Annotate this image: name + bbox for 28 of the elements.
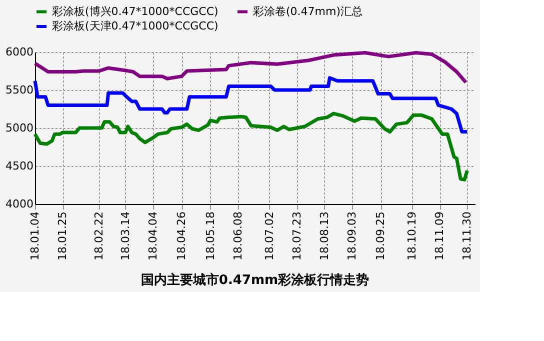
x-tick-label: 18.09.03 — [345, 212, 358, 260]
x-tick-label: 18.10.19 — [406, 212, 419, 260]
x-tick-label: 18.01.25 — [56, 212, 69, 260]
x-tick-label: 18.11.09 — [433, 212, 446, 260]
line-series — [33, 76, 469, 134]
y-tick-label: 5000 — [6, 122, 34, 134]
x-tick-label: 18.03.14 — [118, 212, 132, 260]
legend-label: 彩涂卷(0.47mm)汇总 — [253, 4, 363, 18]
legend-label: 彩涂板(天津0.47*1000*CCGCC) — [52, 20, 218, 32]
x-tick-label: 18.02.22 — [92, 212, 106, 260]
y-tick-label: 4000 — [6, 198, 34, 210]
x-tick-label: 18.04.26 — [175, 212, 188, 260]
x-tick-label: 18.01.04 — [28, 212, 42, 260]
x-tick-label: 18.11.30 — [460, 212, 474, 260]
x-tick-label: 18.09.25 — [374, 212, 388, 260]
text: 国内主要城市0.47mm彩涂板行情走势 — [140, 272, 370, 288]
y-tick-label: 6000 — [6, 46, 34, 58]
x-tick-label: 18.08.13 — [318, 212, 331, 260]
legend-label: 彩涂板(博兴0.47*1000*CCGCC) — [52, 4, 218, 18]
x-tick-label: 18.07.02 — [262, 212, 276, 260]
x-tick-label: 18.05.18 — [204, 212, 217, 260]
y-tick-label: 4500 — [6, 160, 34, 172]
x-tick-label: 18.06.08 — [231, 212, 244, 260]
x-tick-label: 18.07.23 — [290, 212, 304, 260]
line-series — [33, 112, 469, 182]
y-tick-label: 5500 — [6, 84, 34, 96]
line-series — [33, 51, 468, 84]
x-tick-label: 18.04.04 — [146, 212, 160, 260]
